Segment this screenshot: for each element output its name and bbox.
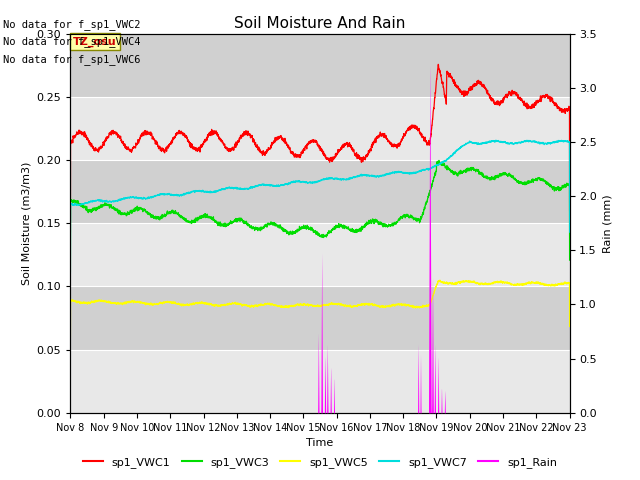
Bar (70, 287, 570, 349)
Bar (70, 349, 570, 413)
Y-axis label: Soil Moisture (m3/m3): Soil Moisture (m3/m3) (21, 161, 31, 285)
Title: Soil Moisture And Rain: Soil Moisture And Rain (234, 16, 406, 31)
Bar (70, 223, 570, 287)
Legend: sp1_VWC1, sp1_VWC3, sp1_VWC5, sp1_VWC7, sp1_Rain: sp1_VWC1, sp1_VWC3, sp1_VWC5, sp1_VWC7, … (79, 452, 561, 472)
X-axis label: Time: Time (307, 438, 333, 448)
Text: No data for f_sp1_VWC2: No data for f_sp1_VWC2 (3, 19, 141, 30)
Bar (70, 34, 570, 97)
Text: No data for f_sp1_VWC4: No data for f_sp1_VWC4 (3, 36, 141, 48)
Bar (70, 97, 570, 160)
Y-axis label: Rain (mm): Rain (mm) (603, 194, 612, 252)
Bar (70, 160, 570, 223)
Text: TZ_osu: TZ_osu (73, 36, 117, 47)
Text: No data for f_sp1_VWC6: No data for f_sp1_VWC6 (3, 54, 141, 65)
